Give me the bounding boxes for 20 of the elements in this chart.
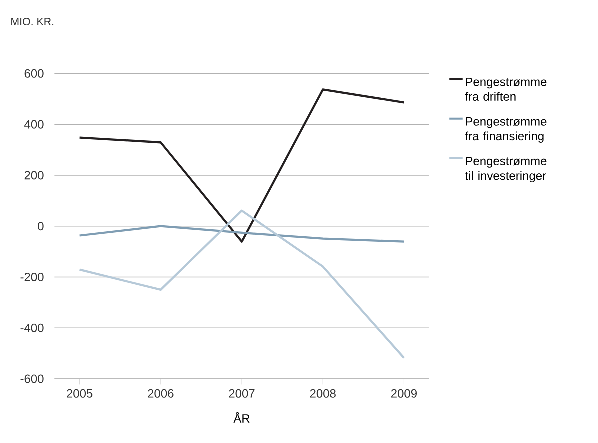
y-tick-label: 0: [38, 222, 44, 231]
line-series: [78, 225, 406, 243]
x-tick-label: 2006: [148, 389, 174, 398]
line-series: [78, 88, 406, 243]
y-tick-label: -200: [20, 272, 44, 282]
legend-label: Pengestrømme til investeringer: [465, 157, 547, 183]
y-axis-title: MIO. KR.: [12, 18, 54, 26]
x-tick-label: 2005: [67, 389, 93, 398]
line-series: [78, 210, 406, 360]
y-tick-label: -400: [20, 324, 44, 332]
legend-label: Pengestrømme fra driften: [465, 78, 547, 101]
x-tick-label: 2007: [229, 389, 255, 398]
x-tick-label: 2008: [310, 389, 336, 398]
x-axis-title: ÅR: [234, 412, 250, 423]
legend-label: Pengestrømme fra finansiering: [465, 118, 547, 143]
x-tick-label: 2009: [391, 389, 417, 398]
y-tick-label: 400: [24, 120, 44, 129]
y-tick-label: -600: [20, 374, 44, 384]
y-tick-label: 600: [24, 69, 44, 78]
y-tick-label: 200: [24, 171, 44, 180]
